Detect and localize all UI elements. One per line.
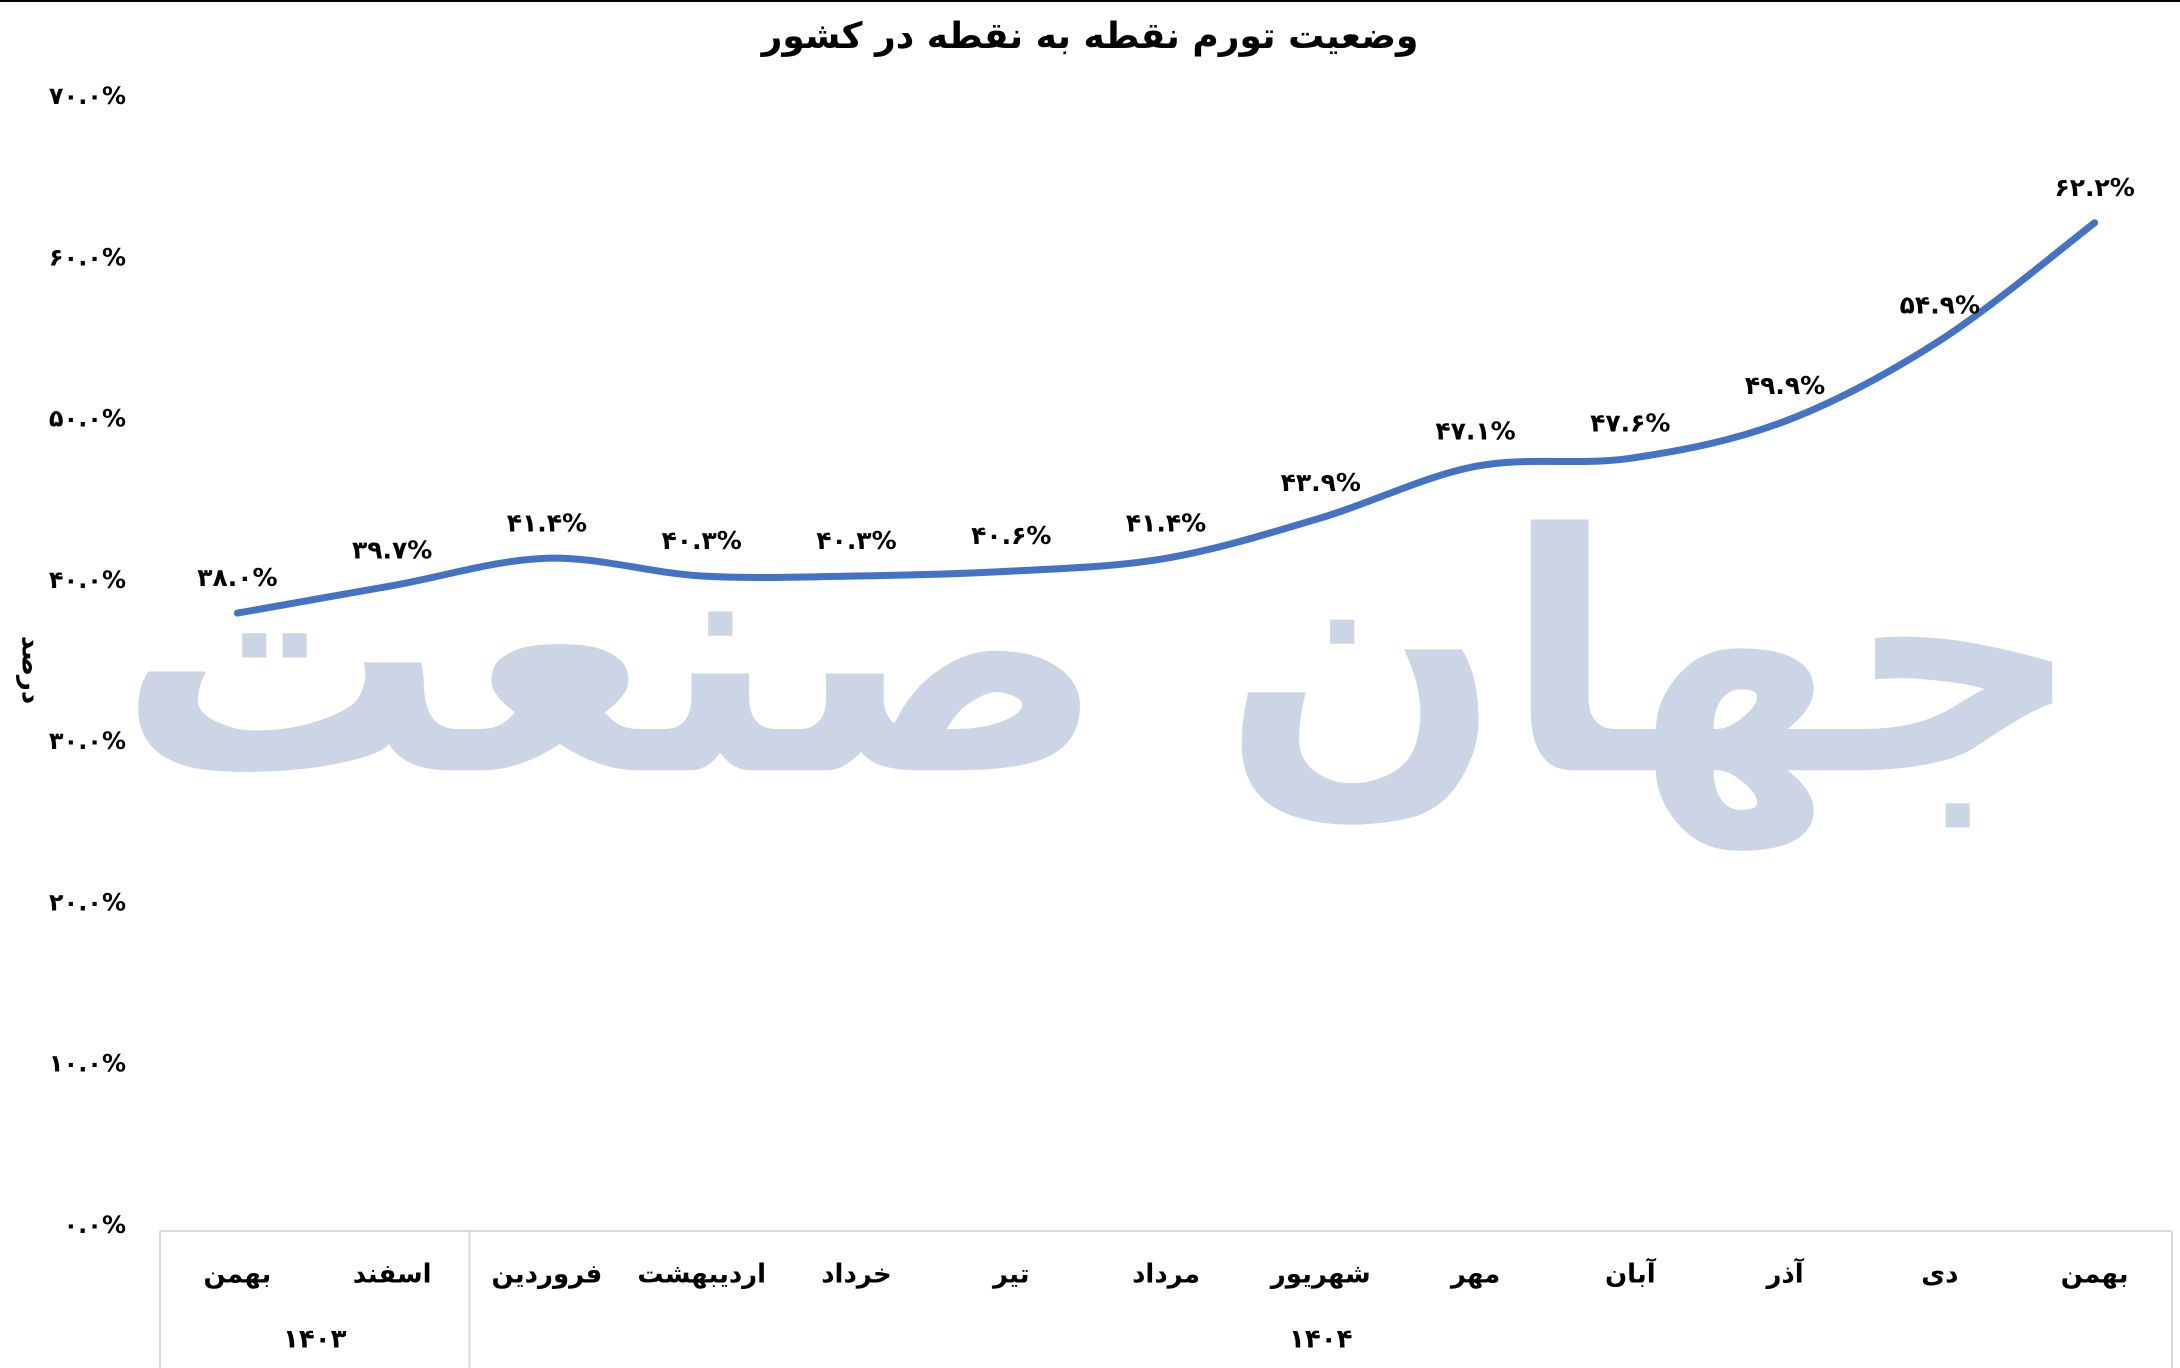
data-label: ۴۱.۴% <box>507 508 587 537</box>
x-tick-label: بهمن <box>204 1260 272 1290</box>
y-tick-label: ۷۰.۰% <box>49 82 126 110</box>
x-tick-label: آبان <box>1605 1258 1657 1290</box>
group-label: ۱۴۰۳ <box>283 1325 347 1355</box>
data-label: ۴۰.۳% <box>662 526 742 555</box>
x-tick-label: بهمن <box>2061 1260 2129 1290</box>
x-tick-label: مهر <box>1449 1260 1500 1290</box>
y-tick-label: ۴۰.۰% <box>49 566 126 594</box>
y-tick-label: ۵۰.۰% <box>49 405 126 433</box>
x-tick-label: خرداد <box>821 1260 892 1290</box>
data-label: ۴۰.۶% <box>971 521 1051 550</box>
data-label: ۳۸.۰% <box>197 563 277 592</box>
data-label: ۴۱.۴% <box>1126 508 1206 537</box>
y-tick-label: ۳۰.۰% <box>49 727 126 755</box>
data-label: ۴۷.۶% <box>1590 408 1670 437</box>
group-label: ۱۴۰۴ <box>1289 1325 1352 1355</box>
y-tick-label: ۱۰.۰% <box>49 1050 126 1078</box>
data-label: ۴۷.۱% <box>1435 416 1515 445</box>
x-tick-label: مرداد <box>1132 1260 1200 1290</box>
x-tick-label: شهریور <box>1269 1260 1371 1290</box>
data-label: ۴۳.۹% <box>1281 468 1361 497</box>
x-tick-label: فروردین <box>492 1260 603 1290</box>
x-tick-label: اردیبهشت <box>637 1260 766 1290</box>
data-label: ۴۹.۹% <box>1745 371 1825 400</box>
y-tick-label: ۰.۰% <box>64 1211 126 1239</box>
x-tick-label: دی <box>1921 1260 1958 1290</box>
data-label: ۶۲.۲% <box>2054 173 2134 202</box>
x-tick-label: تیر <box>991 1260 1030 1290</box>
chart-title: وضعیت تورم نقطه به نقطه در کشور <box>760 16 1419 57</box>
data-label: ۴۰.۳% <box>816 526 896 555</box>
y-tick-label: ۶۰.۰% <box>49 243 126 271</box>
series-line <box>233 219 2099 617</box>
watermark: جهان صنعت <box>117 464 2082 853</box>
x-tick-label: اسفند <box>353 1260 432 1290</box>
x-tick-label: آذر <box>1764 1258 1804 1290</box>
y-tick-label: ۲۰.۰% <box>49 888 126 916</box>
data-label: ۵۴.۹% <box>1900 291 1980 320</box>
y-axis-title: درصد <box>16 636 46 704</box>
data-label: ۳۹.۷% <box>352 536 432 565</box>
